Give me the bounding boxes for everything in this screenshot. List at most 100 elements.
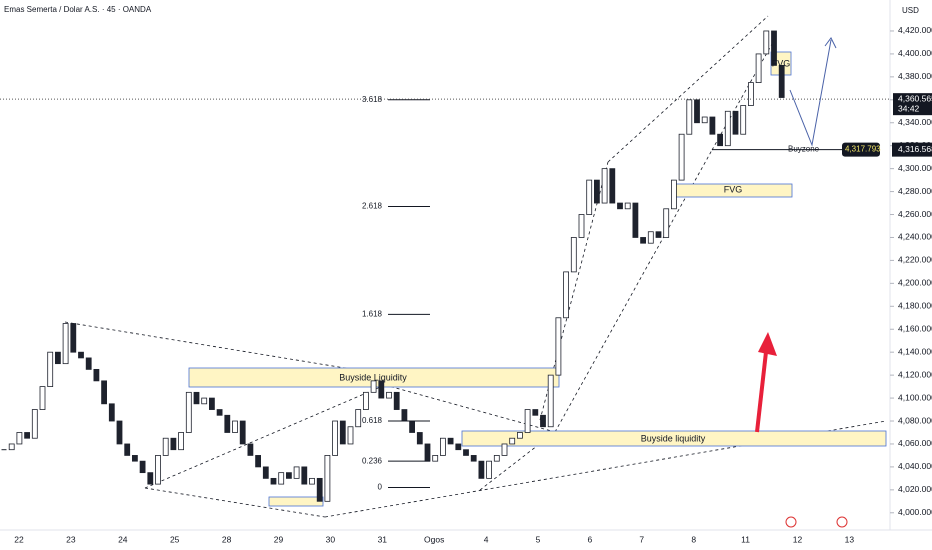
zone-label: Buyside Liquidity [339, 372, 407, 382]
y-tick-label: 4,200.000 [898, 278, 932, 288]
candle [31, 409, 38, 439]
candle [47, 351, 54, 388]
candle [740, 105, 747, 135]
candle [678, 133, 685, 181]
candle [524, 409, 531, 433]
candle [247, 443, 254, 456]
candle [416, 432, 423, 445]
y-tick-label: 4,080.000 [898, 415, 932, 425]
candle [162, 437, 169, 456]
candle [509, 437, 516, 445]
candle [447, 437, 454, 445]
axis-marker [892, 142, 932, 157]
candle [409, 420, 416, 433]
candle [16, 432, 23, 445]
trend-line [607, 15, 769, 163]
candle [255, 455, 262, 468]
trend-line [144, 487, 326, 518]
arrow [755, 351, 768, 433]
candle [555, 317, 562, 376]
fib-label: 0.618 [362, 416, 383, 425]
symbol-title: Emas Semerta / Dolar A.S. · 45 · OANDA [4, 5, 152, 14]
candle [332, 420, 339, 456]
candle [709, 116, 716, 135]
y-tick-label: 4,160.000 [898, 323, 932, 333]
zone-label: Buyside liquidity [641, 433, 706, 443]
candle [339, 420, 346, 445]
candle [239, 420, 246, 445]
y-tick-label: 4,060.000 [898, 438, 932, 448]
candle [771, 30, 777, 66]
candle [532, 409, 539, 416]
zone-label: FVG [772, 58, 791, 68]
candle [85, 357, 92, 370]
candle [262, 466, 269, 479]
event-flag [836, 516, 848, 528]
candle [170, 437, 177, 451]
x-tick-label: 8 [691, 534, 696, 544]
candle [8, 443, 15, 451]
countdown: 34:42 [898, 103, 920, 113]
candle [378, 380, 385, 399]
candle [55, 351, 61, 365]
candle [116, 420, 123, 445]
y-tick-label: 4,180.000 [898, 301, 932, 311]
event-flag [785, 516, 797, 528]
y-tick-label: 4,240.000 [898, 232, 932, 242]
plot [1, 30, 785, 502]
candle [293, 466, 300, 479]
candle [701, 116, 708, 124]
y-tick-label: 4,000.000 [898, 507, 932, 517]
x-tick-label: 7 [639, 534, 644, 544]
y-tick-label: 4,300.000 [898, 163, 932, 173]
candle [663, 208, 670, 238]
fib-label: 0.236 [362, 456, 383, 465]
currency: USD [902, 6, 919, 15]
candle [463, 449, 469, 456]
candle [131, 455, 138, 462]
candle [224, 414, 231, 433]
trend-line [144, 384, 386, 489]
projection-arrow [789, 37, 837, 147]
buyzone-label: Buyzone [788, 145, 820, 154]
candle [501, 443, 508, 456]
y-tick-label: 4,040.000 [898, 461, 932, 471]
candle [624, 202, 631, 210]
x-tick-label: 12 [793, 534, 803, 544]
x-tick-label: 22 [14, 534, 24, 544]
candle [632, 202, 639, 238]
candle [655, 231, 662, 238]
candle [694, 99, 700, 124]
candle [570, 237, 577, 273]
price-tag [842, 142, 880, 157]
candle [78, 351, 84, 359]
candle [732, 110, 739, 135]
candle [424, 443, 431, 462]
candle [647, 231, 654, 244]
y-tick-label: 4,120.000 [898, 369, 932, 379]
y-tick-label: 4,260.000 [898, 209, 932, 219]
candle [301, 466, 308, 485]
x-tick-label: 4 [484, 534, 489, 544]
candle [232, 420, 238, 433]
candle [208, 397, 215, 410]
candle [486, 460, 493, 479]
x-tick-label: 24 [118, 534, 128, 544]
candle [108, 403, 115, 422]
candle [178, 432, 185, 451]
candle [748, 82, 754, 106]
zone [268, 496, 324, 507]
candle [724, 110, 731, 147]
fib-label: 1.618 [362, 309, 383, 318]
y-tick-label: 4,380.000 [898, 71, 932, 81]
candle [355, 409, 362, 428]
candle [124, 443, 131, 456]
y-tick-label: 4,220.000 [898, 255, 932, 265]
candle [586, 179, 593, 215]
candle [493, 455, 500, 462]
x-tick-label: 5 [536, 534, 541, 544]
x-tick-label: Ogos [424, 534, 444, 544]
price-label: 4,360.565 [898, 93, 932, 103]
candle [39, 386, 46, 410]
candle [193, 391, 200, 405]
